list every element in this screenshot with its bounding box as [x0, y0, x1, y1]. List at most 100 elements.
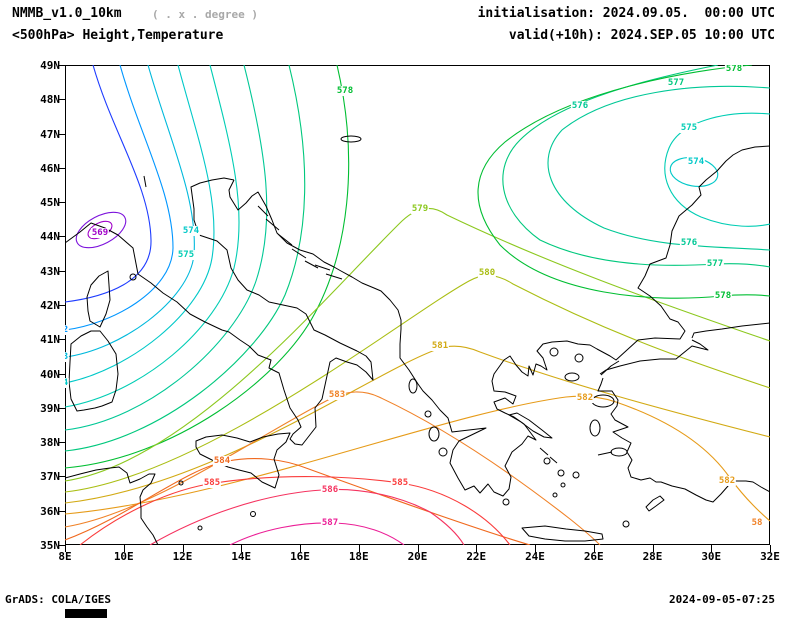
contour-label: 574 — [686, 157, 706, 167]
coastline — [623, 521, 629, 527]
contour-path — [503, 65, 770, 267]
contour-path — [65, 396, 770, 521]
contour-label: 585 — [390, 478, 410, 488]
lat-tick-label: 44N — [40, 230, 60, 244]
contour-label: 575 — [176, 250, 196, 260]
coastline — [65, 467, 158, 545]
contour-label: 585 — [202, 478, 222, 488]
contour-path — [65, 392, 600, 545]
axis-tick — [770, 545, 771, 552]
field-title: <500hPa> Height,Temperature — [12, 28, 224, 43]
model-name: NMMB_v1.0_10km — [12, 6, 122, 21]
coastline — [409, 379, 417, 393]
resolution-note: ( . x . degree ) — [152, 8, 258, 21]
axis-tick — [58, 133, 65, 135]
contour-path — [80, 477, 510, 545]
lat-tick-label: 37N — [40, 470, 60, 484]
axis-tick — [652, 545, 654, 552]
axis-tick — [58, 202, 65, 204]
coastline — [646, 496, 664, 511]
axis-tick — [58, 545, 65, 546]
coastline — [692, 323, 770, 338]
lon-tick-label: 10E — [113, 550, 134, 563]
lat-tick-label: 49N — [40, 59, 60, 72]
contour-label: 578 — [335, 86, 355, 96]
lon-tick-label: 12E — [172, 550, 193, 563]
coastline — [598, 378, 770, 502]
axis-tick — [593, 545, 595, 552]
valid-time: valid(+10h): 2024.SEP.05 10:00 UTC — [508, 28, 775, 43]
contour-path — [65, 65, 214, 383]
contour-path — [65, 65, 349, 468]
axis-tick — [58, 305, 65, 306]
axis-tick — [417, 545, 419, 552]
contour-path — [150, 489, 464, 545]
lon-tick-label: 32E — [760, 550, 780, 563]
contour-label: 574 — [65, 378, 70, 388]
contour-label: 576 — [679, 238, 699, 248]
lat-tick-label: 48N — [40, 93, 60, 107]
coastline — [439, 448, 447, 456]
contour-label: 582 — [575, 393, 595, 403]
axis-tick — [58, 270, 65, 272]
init-time: initialisation: 2024.09.05. 00:00 UTC — [477, 6, 775, 21]
contour-path — [230, 523, 404, 545]
lat-tick-label: 40N — [40, 367, 60, 381]
coastline — [87, 271, 110, 327]
lat-tick-label: 43N — [40, 264, 60, 278]
coastline — [341, 136, 361, 142]
axis-tick — [58, 167, 65, 169]
lat-tick-label: 39N — [40, 401, 60, 415]
coastline — [553, 493, 557, 497]
coastline — [425, 411, 431, 417]
contour-label: 58 — [750, 518, 764, 528]
contours-group — [65, 65, 770, 545]
coastline — [509, 413, 552, 438]
coastline — [429, 427, 439, 441]
coastline — [144, 176, 612, 463]
coastline — [503, 499, 509, 505]
contour-path — [65, 65, 151, 302]
axis-tick — [58, 65, 65, 66]
contour-label: 587 — [320, 518, 340, 528]
contour-label: 586 — [320, 485, 340, 495]
axis-tick — [241, 545, 243, 552]
contour-label: 574 — [181, 226, 201, 236]
render-timestamp: 2024-09-05-07:25 — [669, 593, 775, 606]
coastline — [130, 274, 136, 280]
coastlines-group — [65, 136, 770, 545]
contour-path — [65, 346, 770, 503]
lat-tick-label: 46N — [40, 161, 60, 175]
axis-tick — [300, 545, 301, 552]
contour-path — [65, 65, 305, 451]
coastline — [544, 458, 550, 464]
coastline — [601, 361, 619, 375]
lon-tick-label: 26E — [583, 550, 604, 563]
lat-tick-label: 35N — [40, 539, 60, 552]
coastline — [229, 146, 770, 496]
axis-tick — [58, 510, 65, 512]
contour-label: 581 — [430, 341, 450, 351]
lat-tick-label: 42N — [40, 299, 60, 312]
coastline — [251, 512, 256, 517]
contour-label: 575 — [679, 123, 699, 133]
coastline — [611, 448, 627, 456]
axis-tick — [476, 545, 478, 552]
axis-tick — [58, 442, 65, 444]
contour-label: 584 — [212, 456, 232, 466]
contour-path — [65, 65, 239, 407]
axis-tick — [182, 545, 184, 552]
lon-tick-label: 20E — [407, 550, 428, 563]
map-plot: 569 574 575 578 576 577 578 575 574 576 577 578 579 5… — [65, 65, 770, 545]
lon-tick-label: 18E — [348, 550, 369, 563]
axis-tick — [711, 545, 713, 552]
coastline — [575, 354, 583, 362]
contour-map-svg — [65, 65, 770, 545]
contour-path — [65, 208, 770, 481]
contour-label: 583 — [327, 390, 347, 400]
axis-tick — [58, 99, 65, 101]
axis-tick — [58, 236, 65, 238]
lat-tick-label: 38N — [40, 436, 60, 450]
contour-label: 569 — [90, 228, 110, 238]
